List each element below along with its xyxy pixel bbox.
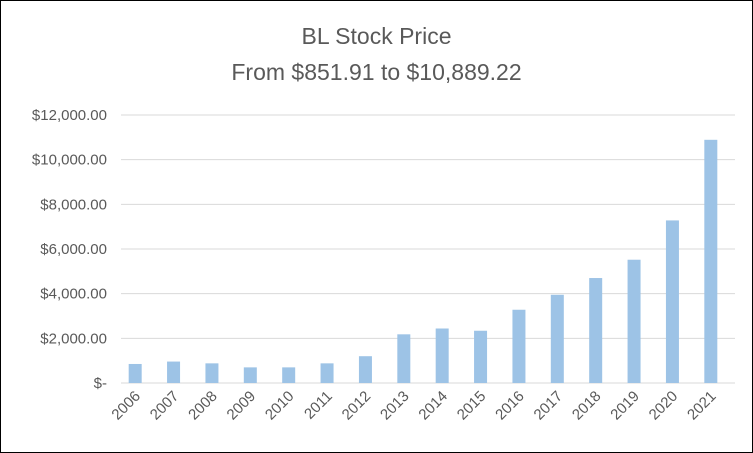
x-tick-label-2017: 2017 (531, 388, 567, 424)
bar-2020 (665, 220, 679, 383)
x-tick-label-2011: 2011 (301, 388, 336, 423)
x-tick-label-2006: 2006 (108, 388, 144, 424)
x-tick-label-2020: 2020 (646, 388, 682, 424)
x-tick-label-2015: 2015 (454, 388, 490, 424)
bar-2010 (282, 367, 296, 383)
x-tick-label-2014: 2014 (415, 388, 451, 424)
x-tick-label-2007: 2007 (147, 388, 183, 424)
bar-2018 (589, 278, 603, 383)
x-tick-label-2018: 2018 (569, 388, 605, 424)
bar-2013 (397, 334, 411, 383)
chart-subtitle: From $851.91 to $10,889.22 (231, 59, 522, 85)
x-tick-label-2016: 2016 (492, 388, 528, 424)
bar-2011 (320, 363, 334, 383)
x-tick-label-2021: 2021 (684, 388, 720, 424)
bar-2019 (627, 259, 641, 383)
x-tick-label-2012: 2012 (339, 388, 375, 424)
y-tick-label-6: $12,000.00 (32, 107, 107, 124)
y-tick-label-1: $2,000.00 (40, 330, 107, 347)
bar-2006 (128, 363, 142, 383)
chart-title: BL Stock Price (301, 23, 452, 49)
y-tick-label-5: $10,000.00 (32, 152, 107, 169)
bar-2016 (512, 309, 526, 383)
x-tick-label-2009: 2009 (224, 388, 260, 424)
y-tick-label-4: $8,000.00 (40, 196, 107, 213)
x-tick-label-2013: 2013 (377, 388, 413, 424)
bar-2021 (704, 139, 718, 383)
bar-2014 (435, 328, 449, 383)
bar-2008 (205, 363, 219, 383)
y-tick-label-3: $6,000.00 (40, 241, 107, 258)
bar-2015 (474, 330, 488, 383)
bar-2012 (358, 356, 372, 383)
x-tick-label-2019: 2019 (607, 388, 643, 424)
x-tick-label-2010: 2010 (262, 388, 298, 424)
bar-2007 (167, 361, 181, 383)
y-tick-label-2: $4,000.00 (40, 286, 107, 303)
x-tick-label-2008: 2008 (185, 388, 221, 424)
y-tick-label-0: $- (94, 375, 107, 392)
bar-2009 (243, 367, 257, 383)
bar-2017 (550, 294, 564, 383)
